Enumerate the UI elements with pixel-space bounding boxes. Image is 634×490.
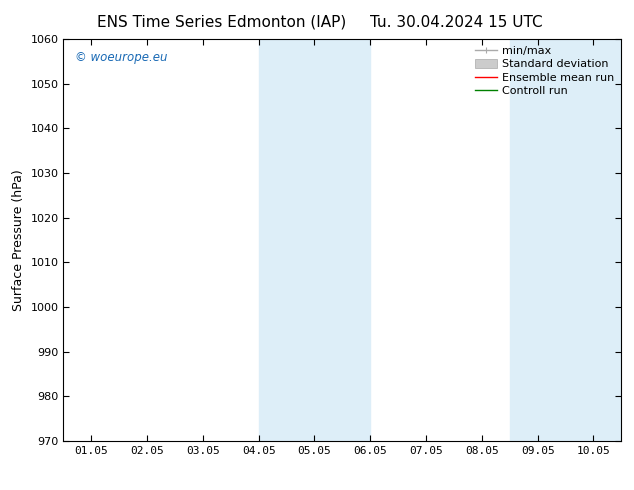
Text: ENS Time Series Edmonton (IAP): ENS Time Series Edmonton (IAP) (97, 15, 347, 30)
Legend: min/max, Standard deviation, Ensemble mean run, Controll run: min/max, Standard deviation, Ensemble me… (470, 42, 619, 101)
Text: © woeurope.eu: © woeurope.eu (75, 51, 167, 64)
Y-axis label: Surface Pressure (hPa): Surface Pressure (hPa) (12, 169, 25, 311)
Text: Tu. 30.04.2024 15 UTC: Tu. 30.04.2024 15 UTC (370, 15, 543, 30)
Bar (259, 39, 314, 441)
Bar (510, 39, 566, 441)
Bar (566, 39, 621, 441)
Bar (314, 39, 370, 441)
